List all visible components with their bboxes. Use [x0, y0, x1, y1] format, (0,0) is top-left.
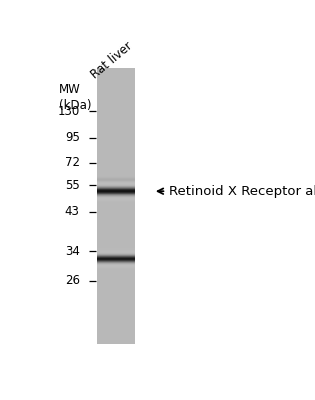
Text: 34: 34	[65, 245, 80, 258]
Text: 26: 26	[65, 274, 80, 287]
Text: MW
(kDa): MW (kDa)	[59, 84, 91, 112]
Text: 43: 43	[65, 205, 80, 218]
Text: Retinoid X Receptor alpha: Retinoid X Receptor alpha	[169, 185, 315, 198]
Text: 130: 130	[57, 105, 80, 118]
Bar	[97, 68, 135, 344]
Text: Rat liver: Rat liver	[89, 39, 135, 81]
Text: 72: 72	[65, 156, 80, 169]
Text: 95: 95	[65, 132, 80, 144]
Text: 55: 55	[65, 178, 80, 192]
